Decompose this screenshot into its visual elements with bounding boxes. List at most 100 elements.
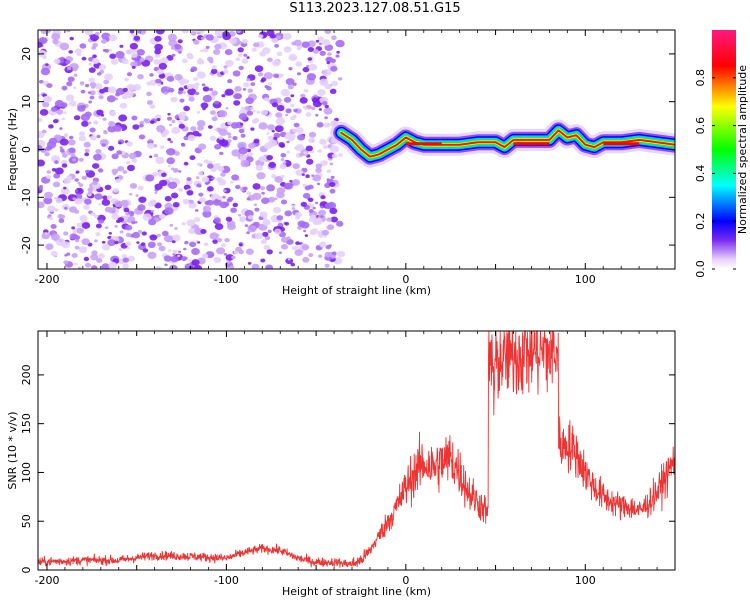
noise-cell — [101, 199, 111, 206]
snr-series — [38, 331, 675, 568]
noise-cell — [324, 30, 332, 34]
noise-cell — [93, 153, 102, 161]
noise-cell — [187, 134, 196, 141]
noise-cell — [326, 178, 330, 182]
noise-cell — [178, 50, 182, 54]
noise-cell — [284, 210, 293, 217]
noise-cell — [194, 209, 199, 212]
noise-cell — [225, 107, 229, 110]
top-xtick-label: 100 — [575, 273, 596, 286]
noise-cell — [267, 124, 275, 131]
noise-cell — [174, 227, 178, 230]
noise-cell — [252, 109, 256, 113]
noise-cell — [317, 89, 326, 96]
noise-cell — [240, 159, 250, 168]
noise-cell — [38, 186, 43, 191]
noise-cell — [191, 259, 200, 266]
noise-cell — [302, 183, 306, 187]
noise-cell — [189, 155, 196, 161]
noise-cell — [268, 161, 277, 168]
noise-cell — [253, 138, 260, 144]
noise-cell — [243, 82, 250, 88]
noise-cell — [222, 69, 229, 74]
noise-cell — [168, 176, 173, 181]
noise-cell — [127, 164, 135, 172]
noise-cell — [166, 148, 176, 156]
noise-cell — [155, 78, 162, 84]
noise-cell — [63, 111, 67, 114]
noise-cell — [223, 189, 227, 193]
noise-cell — [147, 142, 155, 149]
noise-cell — [108, 121, 116, 127]
noise-cell — [104, 226, 109, 230]
noise-cell — [39, 109, 49, 116]
noise-cell — [261, 197, 270, 204]
noise-cell — [170, 255, 179, 263]
noise-cell — [137, 185, 144, 191]
noise-cell — [66, 66, 72, 71]
noise-cell — [115, 51, 125, 59]
noise-cell — [300, 221, 310, 229]
noise-cell — [285, 113, 289, 117]
noise-cell — [124, 77, 129, 82]
noise-cell — [149, 155, 153, 159]
noise-cell — [42, 95, 51, 103]
noise-cell — [253, 203, 258, 206]
noise-cell — [131, 52, 138, 58]
noise-cell — [72, 229, 78, 234]
noise-cell — [158, 213, 166, 220]
noise-cell — [260, 239, 267, 245]
noise-cell — [280, 73, 284, 77]
noise-cell — [246, 110, 254, 116]
noise-cell — [44, 152, 50, 157]
noise-cell — [327, 52, 332, 56]
noise-cell — [292, 163, 300, 170]
noise-cell — [190, 66, 198, 72]
noise-cell — [230, 180, 234, 184]
noise-cell — [233, 100, 241, 106]
noise-cell — [275, 112, 283, 118]
top-ytick-label: 10 — [20, 95, 33, 109]
noise-cell — [54, 160, 59, 165]
noise-cell — [264, 142, 273, 150]
noise-cell — [155, 30, 165, 35]
noise-cell — [285, 257, 294, 265]
noise-cell — [124, 90, 134, 99]
noise-cell — [216, 237, 223, 243]
noise-cell — [217, 195, 223, 201]
noise-cell — [126, 160, 131, 165]
noise-cell — [148, 218, 157, 226]
noise-cell — [247, 262, 252, 265]
noise-cell — [94, 239, 98, 243]
noise-cell — [46, 83, 53, 88]
noise-cell — [84, 198, 92, 205]
noise-cell — [213, 256, 222, 264]
noise-cell — [107, 239, 116, 247]
noise-cell — [88, 62, 93, 66]
noise-cell — [276, 229, 280, 233]
noise-cell — [318, 209, 327, 217]
noise-cell — [331, 153, 338, 159]
noise-cell — [156, 242, 163, 247]
noise-cell — [61, 163, 68, 168]
noise-cell — [330, 216, 339, 223]
noise-cell — [81, 238, 90, 246]
noise-cell — [199, 197, 206, 203]
noise-cell — [45, 243, 54, 250]
noise-cell — [318, 108, 322, 111]
noise-cell — [71, 253, 78, 258]
noise-cell — [271, 102, 279, 108]
noise-cell — [218, 179, 227, 186]
noise-cell — [80, 104, 86, 110]
noise-cell — [315, 201, 319, 205]
noise-cell — [163, 91, 168, 95]
noise-cell — [84, 152, 90, 157]
noise-cell — [48, 217, 53, 221]
noise-cell — [286, 140, 290, 144]
noise-cell — [120, 199, 129, 207]
noise-cell — [119, 44, 124, 48]
noise-cell — [210, 68, 218, 75]
noise-cell — [149, 73, 154, 77]
noise-cell — [207, 163, 214, 169]
noise-cell — [171, 234, 181, 242]
